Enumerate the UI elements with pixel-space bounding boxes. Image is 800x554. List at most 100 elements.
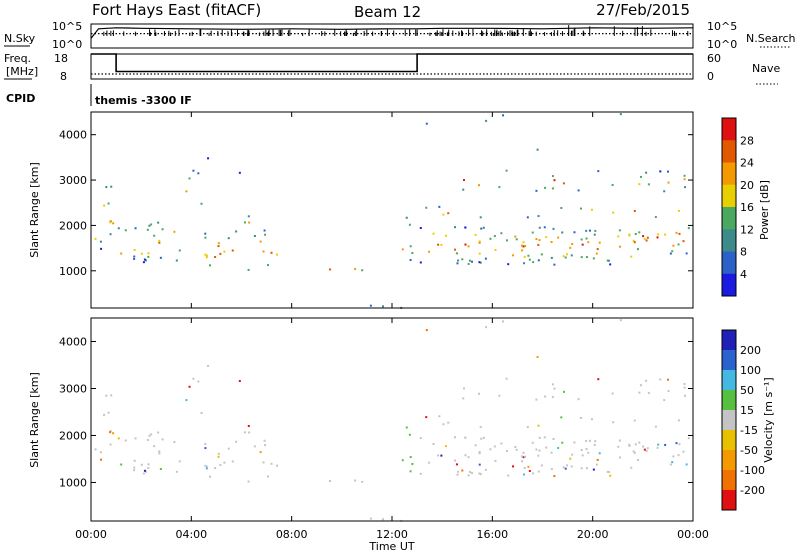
velocity-cell: [617, 445, 620, 448]
freq-left-tick-top: 18: [54, 52, 68, 65]
power-cell: [478, 261, 481, 264]
y-tick-label: 3000: [59, 382, 87, 395]
power-cell: [485, 119, 488, 122]
power-cell: [671, 250, 674, 253]
power-cell: [205, 254, 208, 257]
velocity-cell: [537, 470, 540, 473]
velocity-cell: [579, 416, 582, 419]
x-tick-label: 20:00: [577, 528, 609, 541]
power-cell: [405, 216, 408, 219]
velocity-cell: [405, 426, 408, 429]
velocity-cell: [569, 457, 572, 460]
power-cell: [478, 240, 481, 243]
velocity-cell: [596, 458, 599, 461]
power-cell: [669, 252, 672, 255]
velocity-cell: [515, 448, 518, 451]
velocity-cell: [455, 463, 458, 466]
power-cell: [205, 256, 208, 259]
velocity-cell: [231, 460, 234, 463]
power-cell: [437, 243, 440, 246]
velocity-cell: [500, 442, 503, 445]
velocity-cell: [133, 459, 136, 462]
velocity-cell: [494, 459, 497, 462]
velocity-cell: [454, 459, 457, 462]
velocity-cell: [645, 450, 648, 453]
velocity-cell: [120, 463, 123, 466]
power-cell: [158, 239, 161, 242]
power-cell: [192, 169, 195, 172]
velocity-cell: [197, 380, 200, 383]
power-cell: [506, 239, 509, 242]
power-cell: [110, 185, 113, 188]
power-cell: [560, 206, 563, 209]
velocity-cell: [526, 426, 529, 429]
velocity-cell: [133, 469, 136, 472]
velocity-cell: [205, 467, 208, 470]
power-cell: [639, 175, 642, 178]
power-cell: [478, 184, 481, 187]
power-cell: [438, 205, 441, 208]
velocity-cell: [478, 451, 481, 454]
velocity-cell: [493, 445, 496, 448]
velocity-cell: [247, 480, 250, 483]
power-cell: [484, 257, 487, 260]
power-cell: [185, 190, 188, 193]
power-cell: [369, 304, 372, 307]
power-cell: [100, 247, 103, 250]
velocity-cell: [432, 443, 435, 446]
power-cell: [107, 202, 110, 205]
velocity-cell: [117, 437, 120, 440]
power-cell: [677, 243, 680, 246]
velocity-cell: [173, 441, 176, 444]
colorbar-tick-label: -200: [740, 484, 765, 497]
colorbar-tick-label: -100: [740, 464, 765, 477]
velocity-cell: [634, 443, 637, 446]
velocity-cell: [445, 445, 448, 448]
velocity-colorbar: 200 100 50 15 -15 -50 -100 -200: [721, 329, 765, 511]
velocity-cell: [158, 452, 161, 455]
colorbar-swatch: [722, 410, 736, 431]
power-cell: [606, 259, 609, 262]
power-cell: [663, 190, 666, 193]
velocity-cell: [425, 329, 428, 332]
power-cell: [683, 178, 686, 181]
power-cell: [577, 189, 580, 192]
velocity-cell: [223, 461, 226, 464]
power-cell: [235, 230, 238, 233]
velocity-cell: [145, 470, 148, 473]
velocity-cell: [659, 378, 662, 381]
velocity-cell: [570, 465, 573, 468]
velocity-cell: [531, 441, 534, 444]
power-cell: [99, 240, 102, 243]
velocity-cell: [630, 466, 633, 469]
power-cell: [573, 231, 576, 234]
velocity-y-ticks: 1000 2000 3000 4000: [59, 335, 693, 489]
velocity-cell: [110, 394, 113, 397]
power-cell: [276, 253, 279, 256]
power-cell: [667, 170, 670, 173]
power-cell: [642, 235, 645, 238]
power-cell: [520, 244, 523, 247]
velocity-cell: [682, 450, 685, 453]
power-cell: [411, 252, 414, 255]
velocity-cell: [573, 441, 576, 444]
power-cell: [562, 182, 565, 185]
velocity-cell: [606, 470, 609, 473]
x-tick-label: 16:00: [476, 528, 508, 541]
power-cell: [120, 252, 123, 255]
velocity-cell: [369, 517, 372, 520]
power-cell: [178, 249, 181, 252]
power-cell: [480, 227, 483, 230]
freq-left-tick-bottom: 8: [60, 70, 67, 83]
power-cell: [447, 212, 450, 215]
power-cell: [489, 237, 492, 240]
power-cell: [636, 248, 639, 251]
power-cell: [381, 305, 384, 308]
velocity-cell: [217, 455, 220, 458]
velocity-cell: [667, 390, 670, 393]
velocity-cell: [528, 469, 531, 472]
power-cell: [467, 245, 470, 248]
velocity-cell: [544, 395, 547, 398]
velocity-cell: [243, 431, 246, 434]
power-cell: [523, 255, 526, 258]
